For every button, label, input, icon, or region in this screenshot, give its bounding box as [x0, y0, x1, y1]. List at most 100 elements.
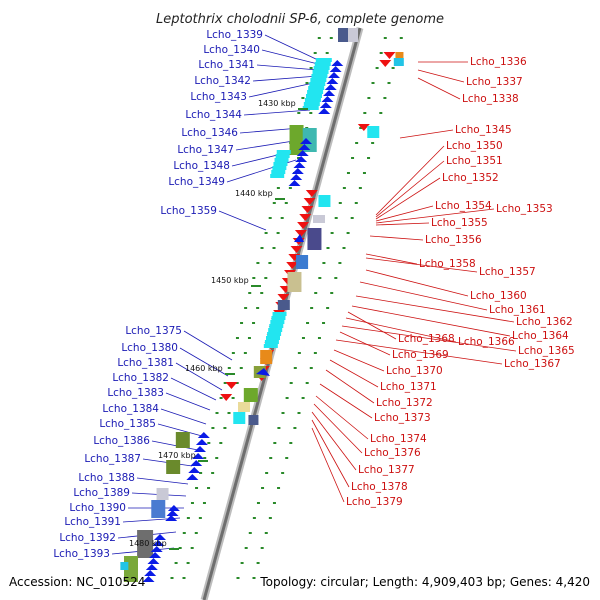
gene-arrow: [294, 234, 304, 242]
gene-arrow: [152, 540, 165, 546]
gene-arrow: [186, 474, 199, 480]
gene-label-minus: Lcho_1393: [53, 548, 110, 560]
gene-arrow: [144, 570, 157, 576]
gene-label-plus: Lcho_1370: [386, 365, 443, 377]
topology-text: Topology: circular; Length: 4,909,403 bp…: [259, 575, 590, 589]
gene-label-minus: Lcho_1359: [160, 205, 217, 217]
gene-arrow: [197, 432, 210, 438]
gene-box: [243, 388, 258, 402]
gene-label-minus: Lcho_1340: [203, 44, 260, 56]
leader-line: [264, 34, 319, 61]
gene-arrow: [319, 102, 332, 108]
gene-label-minus: Lcho_1344: [185, 109, 242, 121]
gene-label-plus: Lcho_1369: [392, 349, 449, 361]
gene-arrow: [194, 446, 206, 452]
gene-arrow: [277, 294, 290, 301]
gene-arrow: [290, 246, 303, 253]
gene-label-minus: Lcho_1385: [99, 418, 156, 430]
leader-line: [375, 145, 445, 216]
gene-box: [260, 350, 273, 364]
gene-box: [273, 162, 288, 166]
gene-box: [313, 66, 330, 70]
leader-line: [365, 253, 418, 265]
gene-arrow: [190, 460, 203, 466]
gene-box: [302, 106, 319, 110]
leader-line: [175, 362, 223, 391]
gene-label-plus: Lcho_1374: [370, 433, 427, 445]
gene-label-plus: Lcho_1361: [489, 304, 546, 316]
gene-box: [269, 324, 284, 328]
gene-box: [311, 74, 328, 78]
gene-box: [306, 94, 322, 98]
gene-label-minus: Lcho_1343: [190, 91, 247, 103]
leader-line: [218, 210, 267, 231]
gene-label-plus: Lcho_1371: [380, 381, 437, 393]
gene-arrow: [147, 558, 160, 564]
gene-label-minus: Lcho_1342: [194, 75, 251, 87]
leader-line: [311, 411, 357, 471]
leader-line: [311, 419, 350, 488]
kbp-mark: 1460 kbp: [185, 364, 223, 373]
gene-label-minus: Lcho_1349: [168, 176, 225, 188]
gene-arrow: [326, 78, 339, 84]
gene-arrow: [166, 510, 179, 516]
gene-box: [137, 530, 154, 558]
gene-label-minus: Lcho_1348: [173, 160, 230, 172]
gene-label-plus: Lcho_1352: [442, 172, 499, 184]
gene-box: [289, 125, 304, 155]
gene-box: [338, 28, 348, 42]
gene-box: [271, 170, 286, 174]
leader-line: [355, 295, 515, 323]
gene-box: [156, 488, 169, 500]
leader-line: [136, 477, 189, 485]
gene-box: [395, 52, 404, 60]
kbp-mark: 1480 kbp: [129, 539, 167, 548]
gene-label-plus: Lcho_1377: [358, 464, 415, 476]
gene-arrow: [195, 439, 208, 445]
gene-label-minus: Lcho_1339: [206, 29, 263, 41]
gene-box: [270, 320, 285, 324]
leader-line: [375, 177, 441, 220]
leader-line: [359, 281, 488, 311]
gene-label-minus: Lcho_1347: [177, 144, 234, 156]
gene-box: [166, 460, 181, 474]
gene-arrow: [225, 382, 238, 389]
gene-label-minus: Lcho_1381: [117, 357, 174, 369]
leader-line: [375, 208, 495, 224]
leader-line: [347, 311, 397, 340]
leader-line: [369, 235, 424, 241]
gene-box: [151, 500, 166, 518]
gene-arrow: [323, 90, 336, 96]
leader-line: [333, 349, 385, 372]
gene-label-plus: Lcho_1365: [518, 345, 575, 357]
gene-box: [266, 336, 280, 340]
gene-arrow: [318, 108, 331, 114]
leader-line: [417, 77, 461, 100]
gene-label-plus: Lcho_1376: [364, 447, 421, 459]
gene-box: [367, 126, 380, 138]
gene-label-minus: Lcho_1390: [69, 502, 126, 514]
gene-label-plus: Lcho_1360: [470, 290, 527, 302]
gene-label-plus: Lcho_1336: [470, 56, 527, 68]
gene-label-minus: Lcho_1383: [107, 387, 164, 399]
map-title: Leptothrix cholodnii SP-6, complete geno…: [156, 12, 444, 27]
gene-label-plus: Lcho_1338: [462, 93, 519, 105]
gene-arrow: [295, 156, 308, 162]
leader-line: [375, 222, 430, 226]
leader-line: [248, 81, 319, 98]
gene-label-plus: Lcho_1357: [479, 266, 536, 278]
gene-box: [272, 312, 287, 316]
gene-box: [120, 562, 129, 570]
leader-line: [243, 109, 311, 116]
gene-box: [393, 58, 404, 66]
gene-box: [276, 150, 291, 154]
gene-arrow: [357, 124, 370, 131]
gene-box: [348, 28, 358, 42]
gene-label-plus: Lcho_1356: [425, 234, 482, 246]
leader-line: [341, 325, 517, 352]
gene-box: [307, 228, 322, 250]
gene-box: [303, 102, 320, 106]
gene-box: [304, 98, 321, 102]
gene-box: [307, 90, 324, 94]
